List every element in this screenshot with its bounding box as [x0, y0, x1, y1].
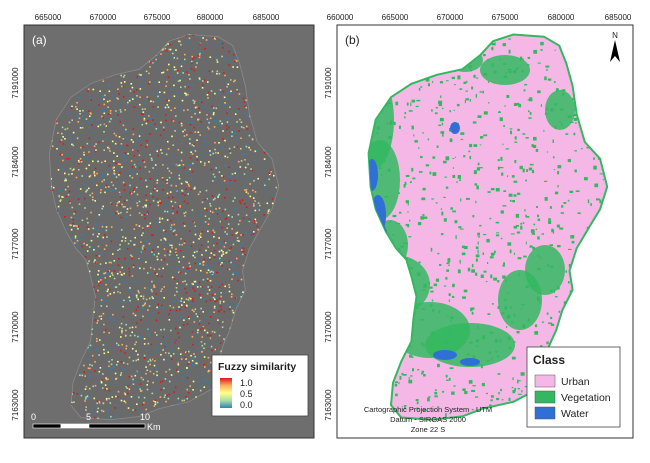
panel-b-top-tick: 685000 [605, 13, 632, 22]
fuzzy-legend-max: 1.0 [240, 378, 253, 388]
panel-b-top-ticks: 660000 665000 670000 675000 680000 68500… [327, 13, 632, 22]
class-legend-title: Class [533, 353, 565, 367]
scale-bar-tick: 5 [86, 412, 91, 422]
scale-bar-segment [60, 423, 90, 429]
panel-b: 660000 665000 670000 675000 680000 68500… [324, 13, 634, 439]
north-arrow-icon: N [610, 31, 620, 62]
class-legend: Class Urban Vegetation Water [526, 346, 621, 428]
panel-a-left-tick: 7191000 [11, 67, 20, 99]
legend-swatch-urban [534, 374, 556, 388]
projection-info: Cartographic Projection System - UTM Dat… [364, 405, 492, 434]
fuzzy-color-ramp [220, 378, 232, 408]
scale-bar: 0 5 10 Km [31, 412, 161, 432]
panel-b-left-ticks: 7191000 7184000 7177000 7170000 7163000 [324, 67, 333, 421]
panel-b-top-tick: 670000 [437, 13, 464, 22]
panel-a-left-tick: 7177000 [11, 228, 20, 260]
panel-a-left-tick: 7163000 [11, 389, 20, 421]
panel-a-label: (a) [32, 33, 47, 47]
panel-a-left-tick: 7184000 [11, 146, 20, 178]
panel-b-label: (b) [345, 33, 360, 47]
panel-b-top-tick: 660000 [327, 13, 354, 22]
scale-bar-tick: 0 [31, 412, 36, 422]
panel-a-top-tick: 675000 [144, 13, 171, 22]
north-arrow-label: N [612, 31, 618, 40]
panel-a-left-ticks: 7191000 7184000 7177000 7170000 7163000 [11, 67, 20, 421]
legend-swatch-vegetation [534, 390, 556, 404]
fuzzy-legend: Fuzzy similarity 1.0 0.5 0.0 [211, 354, 309, 417]
legend-swatch-water [534, 406, 556, 420]
scale-bar-segment [32, 423, 62, 429]
panel-a-top-tick: 680000 [197, 13, 224, 22]
scale-bar-segment [88, 423, 146, 429]
panel-a-top-tick: 685000 [253, 13, 280, 22]
panel-b-left-tick: 7163000 [324, 389, 333, 421]
panel-a-top-tick: 670000 [90, 13, 117, 22]
panel-a-top-ticks: 665000 670000 675000 680000 685000 [35, 13, 280, 22]
panel-a-city-outline [48, 34, 280, 421]
panel-b-top-tick: 680000 [548, 13, 575, 22]
panel-b-left-tick: 7191000 [324, 67, 333, 99]
projection-line: Cartographic Projection System - UTM [364, 405, 492, 414]
panel-b-top-tick: 665000 [382, 13, 409, 22]
panel-b-left-tick: 7177000 [324, 228, 333, 260]
fuzzy-legend-mid: 0.5 [240, 389, 253, 399]
panel-b-top-tick: 675000 [492, 13, 519, 22]
legend-label-urban: Urban [561, 376, 590, 388]
panel-b-left-tick: 7170000 [324, 311, 333, 343]
projection-line: Datum - SIRGAS 2000 [390, 415, 466, 424]
scale-bar-tick: 10 [140, 412, 150, 422]
fuzzy-legend-title: Fuzzy similarity [218, 361, 296, 373]
scale-bar-unit: Km [147, 422, 161, 432]
projection-line: Zone 22 S [411, 425, 446, 434]
panel-b-left-tick: 7184000 [324, 146, 333, 178]
legend-label-water: Water [561, 408, 589, 420]
panel-a-left-tick: 7170000 [11, 311, 20, 343]
legend-label-vegetation: Vegetation [561, 392, 611, 404]
panel-a: 665000 670000 675000 680000 685000 71910… [11, 13, 315, 439]
fuzzy-legend-min: 0.0 [240, 400, 253, 410]
panel-a-top-tick: 665000 [35, 13, 62, 22]
